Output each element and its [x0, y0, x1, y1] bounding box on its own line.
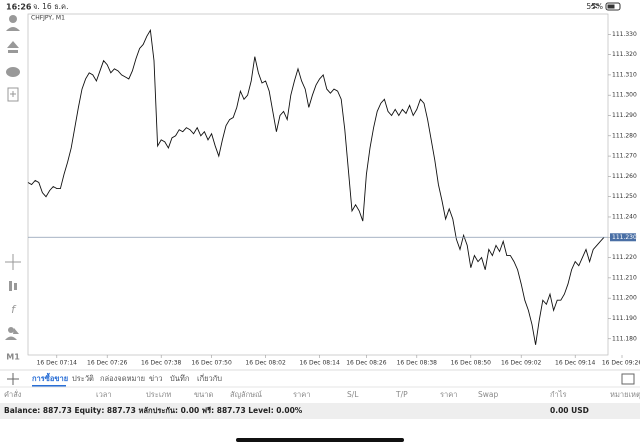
- summary-bar: [0, 403, 640, 419]
- y-tick-label: 111.210: [612, 274, 637, 281]
- y-tick-label: 111.280: [612, 132, 637, 139]
- account-icon[interactable]: [9, 15, 17, 23]
- x-tick-label: 16 Dec 08:14: [299, 360, 340, 367]
- summary-text: Balance: 887.73 Equity: 887.73 หลักประกั…: [4, 406, 303, 415]
- column-header: S/L: [347, 390, 359, 399]
- y-tick-label: 111.250: [612, 193, 637, 200]
- price-line: [27, 28, 605, 345]
- layout-button[interactable]: [621, 373, 635, 385]
- timeframe-button[interactable]: M1: [6, 353, 20, 362]
- current-price-label: 111.230: [612, 234, 637, 241]
- trade-icon[interactable]: [7, 41, 19, 53]
- tab[interactable]: การซื้อขาย: [32, 372, 68, 383]
- chart-title: CHFJPY, M1: [31, 15, 65, 22]
- summary-profit: 0.00 USD: [550, 406, 589, 415]
- tab[interactable]: กล่องจดหมาย: [100, 374, 145, 383]
- x-tick-label: 16 Dec 07:14: [37, 360, 78, 367]
- x-tick-label: 16 Dec 07:38: [141, 360, 182, 367]
- tab[interactable]: ข่าว: [149, 374, 163, 383]
- x-tick-label: 16 Dec 09:14: [555, 360, 596, 367]
- y-tick-label: 111.330: [612, 31, 637, 38]
- plus-sign: [10, 91, 16, 97]
- tabs: การซื้อขาย ประวัติ กล่องจดหมาย ข่าว บันทึก เก…: [32, 372, 222, 387]
- tab[interactable]: ประวัติ: [72, 374, 94, 383]
- column-header: ขนาด: [194, 390, 213, 399]
- objects-icon-2: [5, 328, 19, 340]
- y-tick-label: 111.190: [612, 315, 637, 322]
- column-header: สัญลักษณ์: [230, 390, 262, 399]
- column-header: กำไร: [550, 390, 567, 399]
- left-toolbar: f: [5, 15, 21, 340]
- x-tick-label: 16 Dec 08:38: [397, 360, 438, 367]
- account-icon-body: [6, 27, 20, 31]
- battery-level: [607, 4, 615, 9]
- add-button[interactable]: [7, 373, 19, 385]
- y-tick-label: 111.180: [612, 335, 637, 342]
- battery-icon: [605, 2, 621, 11]
- wifi-icon: [590, 3, 600, 9]
- status-date: จ. 16 ธ.ค.: [33, 2, 68, 11]
- column-header: คำสั่ง: [4, 389, 22, 399]
- y-tick-label: 111.320: [612, 51, 637, 58]
- tab-underline: [32, 385, 66, 387]
- home-indicator: [236, 438, 404, 442]
- column-header: T/P: [395, 390, 408, 399]
- y-tick-label: 111.310: [612, 71, 637, 78]
- y-tick-label: 111.290: [612, 112, 637, 119]
- chat-icon[interactable]: [6, 67, 20, 77]
- column-header: Swap: [478, 390, 498, 399]
- tab[interactable]: เกี่ยวกับ: [197, 373, 222, 383]
- indicator-icon[interactable]: f: [11, 303, 17, 316]
- chart-frame: [27, 13, 609, 356]
- x-tick-label: 16 Dec 08:02: [245, 360, 286, 367]
- y-tick-label: 111.240: [612, 213, 637, 220]
- new-order-icon[interactable]: [7, 87, 19, 102]
- y-tick-label: 111.300: [612, 92, 637, 99]
- x-tick-label: 16 Dec 09:26: [602, 360, 640, 367]
- column-header: หมายเหตุ: [610, 390, 640, 399]
- x-tick-label: 16 Dec 08:50: [451, 360, 492, 367]
- x-tick-label: 16 Dec 07:50: [191, 360, 232, 367]
- column-headers: คำสั่ง เวลา ประเภท ขนาด สัญลักษณ์ ราคา S/L T/P ร…: [4, 389, 640, 399]
- y-tick-label: 111.270: [612, 153, 637, 160]
- candles-icon-2: [14, 283, 17, 290]
- tab[interactable]: บันทึก: [170, 374, 189, 383]
- column-header: เวลา: [96, 390, 112, 399]
- chart-layer: 111.180 111.190 111.200 111.210 111.220 111.2…: [27, 28, 640, 367]
- column-header: ราคา: [293, 390, 310, 399]
- column-header: ประเภท: [146, 390, 171, 399]
- y-tick-label: 111.260: [612, 173, 637, 180]
- objects-icon[interactable]: [8, 327, 14, 333]
- crosshair-icon[interactable]: [5, 254, 21, 270]
- x-tick-label: 16 Dec 09:02: [501, 360, 542, 367]
- current-price-box: [610, 233, 636, 242]
- x-tick-label: 16 Dec 07:26: [87, 360, 128, 367]
- candles-icon[interactable]: [9, 281, 12, 291]
- y-tick-label: 111.220: [612, 254, 637, 261]
- status-time: 16:26: [6, 3, 32, 12]
- y-tick-label: 111.200: [612, 295, 637, 302]
- x-tick-label: 16 Dec 08:26: [346, 360, 387, 367]
- column-header: ราคา: [440, 390, 457, 399]
